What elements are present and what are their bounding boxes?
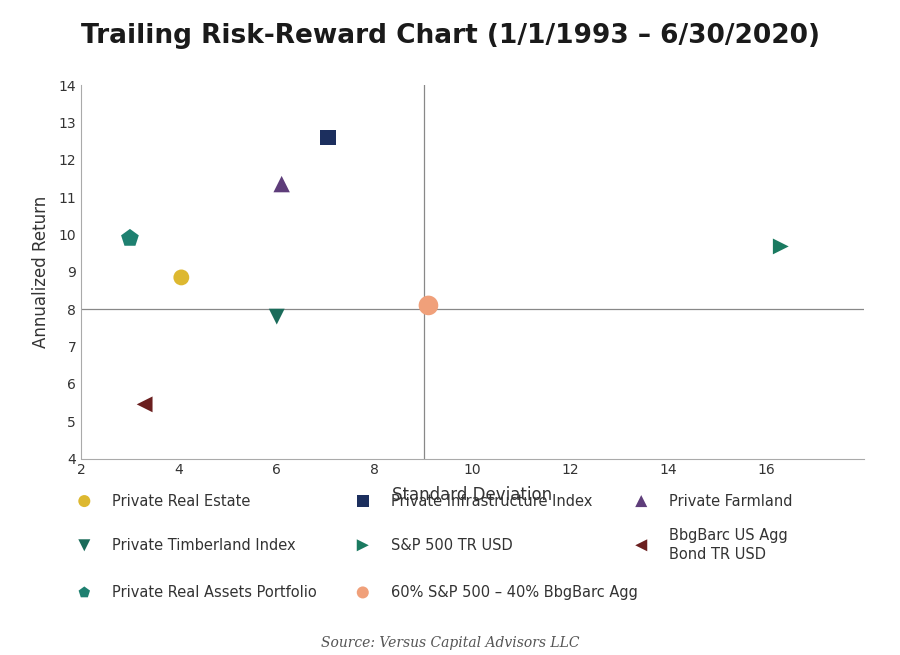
Text: Source: Versus Capital Advisors LLC: Source: Versus Capital Advisors LLC	[320, 636, 580, 650]
X-axis label: Standard Deviation: Standard Deviation	[392, 486, 553, 504]
Point	[421, 300, 436, 310]
Text: Private Infrastructure Index: Private Infrastructure Index	[391, 494, 592, 508]
Text: BbgBarc US Agg
Bond TR USD: BbgBarc US Agg Bond TR USD	[669, 529, 788, 562]
Point	[356, 540, 370, 550]
Text: 60% S&P 500 – 40% BbgBarc Agg: 60% S&P 500 – 40% BbgBarc Agg	[391, 585, 637, 600]
Point	[356, 496, 370, 506]
Text: Private Real Estate: Private Real Estate	[112, 494, 250, 508]
Text: Trailing Risk-Reward Chart (1/1/1993 – 6/30/2020): Trailing Risk-Reward Chart (1/1/1993 – 6…	[81, 23, 820, 49]
Point	[174, 272, 188, 283]
Point	[77, 588, 92, 597]
Text: S&P 500 TR USD: S&P 500 TR USD	[391, 538, 512, 553]
Point	[77, 540, 92, 550]
Point	[634, 496, 648, 506]
Point	[356, 588, 370, 597]
Point	[774, 241, 788, 252]
Y-axis label: Annualized Return: Annualized Return	[32, 196, 50, 348]
Point	[634, 540, 648, 550]
Point	[122, 233, 137, 244]
Text: Private Farmland: Private Farmland	[669, 494, 793, 508]
Text: Private Timberland Index: Private Timberland Index	[112, 538, 296, 553]
Point	[274, 179, 289, 189]
Point	[138, 399, 152, 409]
Text: Private Real Assets Portfolio: Private Real Assets Portfolio	[112, 585, 317, 600]
Point	[77, 496, 92, 506]
Point	[270, 311, 284, 322]
Point	[321, 132, 336, 143]
